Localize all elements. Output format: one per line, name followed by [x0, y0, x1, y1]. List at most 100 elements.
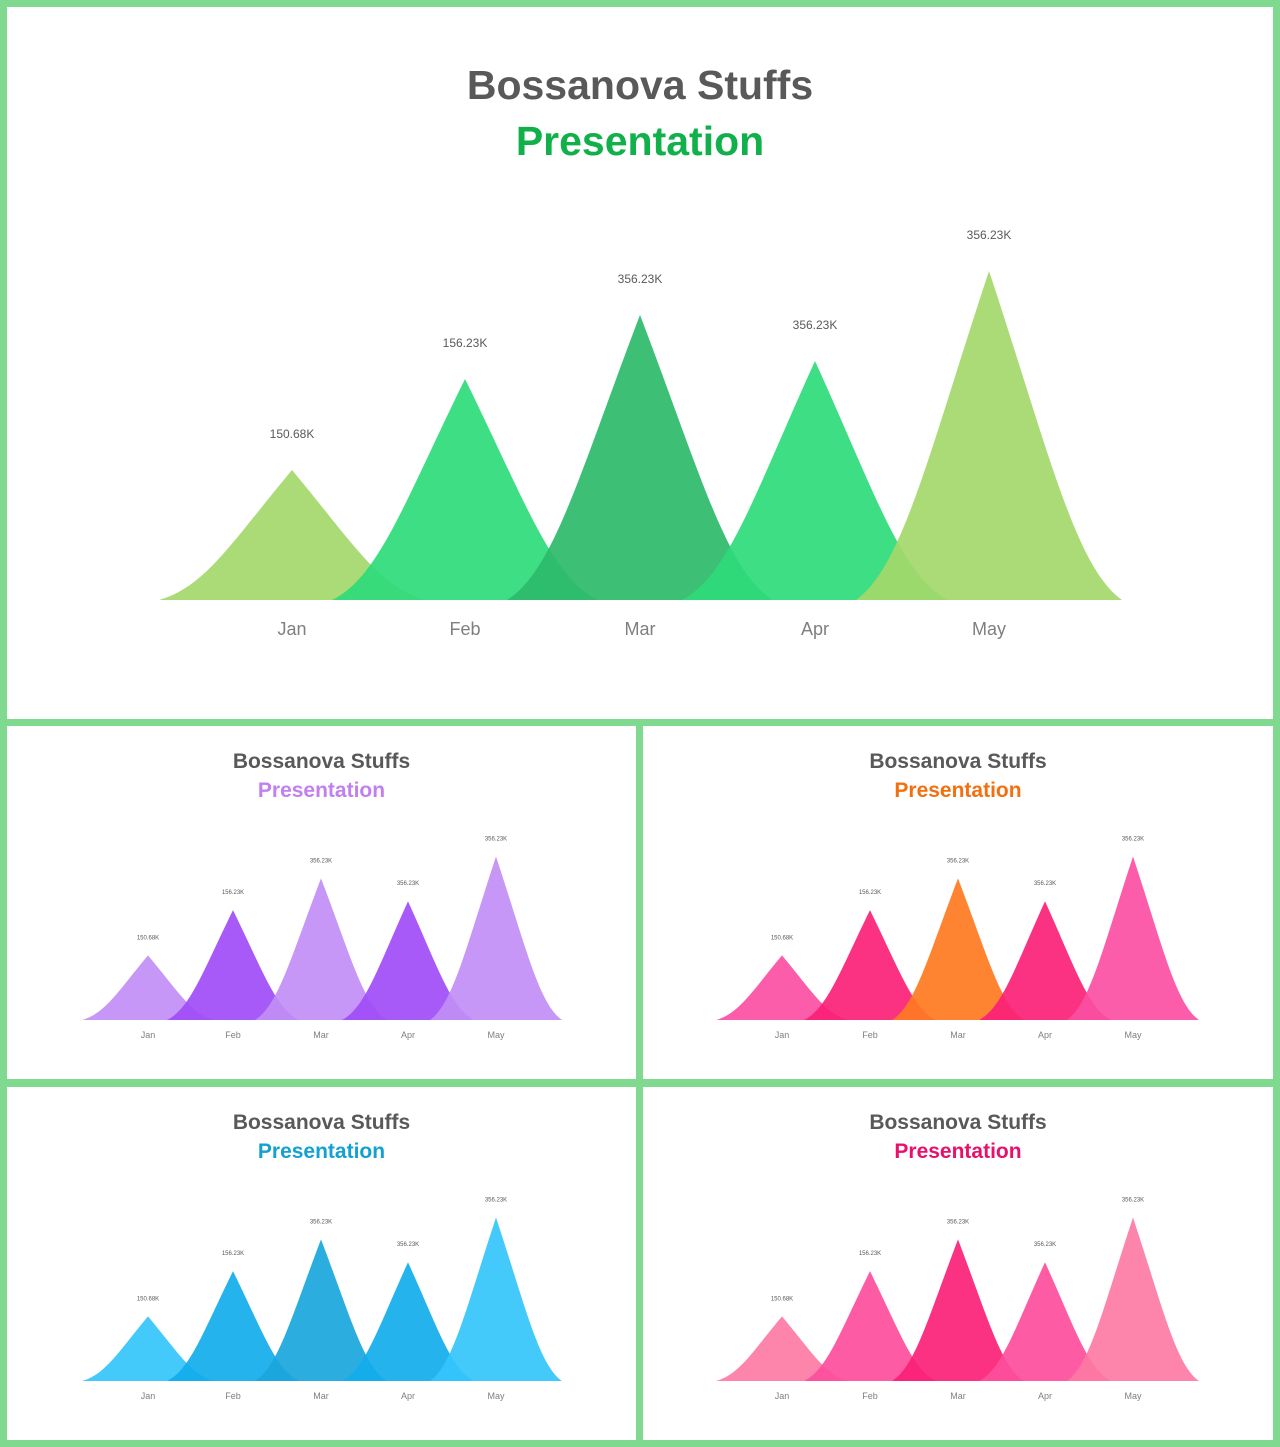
peaks-group	[716, 856, 1199, 1020]
chart-title: Bossanova Stuffs	[233, 1111, 410, 1134]
tick-label-may: May	[1124, 1030, 1142, 1040]
tick-label-apr: Apr	[801, 619, 829, 639]
main-chart-svg: Bossanova Stuffs Presentation 150.68K Jan 15…	[159, 62, 1122, 639]
blue-chart-svg: Bossanova Stuffs Presentation 150.68K Jan 15…	[82, 1111, 562, 1401]
tick-label-mar: Mar	[313, 1391, 329, 1401]
chart-subtitle: Presentation	[894, 779, 1021, 802]
peak-jan	[82, 955, 214, 1020]
tick-label-apr: Apr	[401, 1030, 415, 1040]
purple-chart-svg: Bossanova Stuffs Presentation 150.68K Jan 15…	[82, 750, 562, 1040]
peak-feb	[167, 1271, 299, 1381]
peak-may	[1067, 856, 1199, 1020]
tick-label-feb: Feb	[225, 1391, 241, 1401]
peak-feb	[804, 910, 936, 1020]
peak-feb	[804, 1271, 936, 1381]
peak-mar	[892, 878, 1024, 1020]
tick-label-feb: Feb	[225, 1030, 241, 1040]
tick-label-feb: Feb	[449, 619, 480, 639]
data-label-mar: 356.23K	[947, 858, 969, 864]
data-label-jan: 150.68K	[771, 935, 793, 941]
peak-apr	[342, 1262, 474, 1381]
pink-chart-panel: Bossanova Stuffs Presentation 150.68K Jan 15…	[643, 1087, 1273, 1440]
data-label-apr: 356.23K	[1034, 1242, 1056, 1248]
orange-chart-panel: Bossanova Stuffs Presentation 150.68K Jan 15…	[643, 726, 1273, 1079]
tick-label-may: May	[487, 1391, 505, 1401]
peak-may	[430, 1217, 562, 1381]
data-label-apr: 356.23K	[1034, 881, 1056, 887]
tick-label-may: May	[487, 1030, 505, 1040]
tick-label-may: May	[1124, 1391, 1142, 1401]
chart-title: Bossanova Stuffs	[233, 750, 410, 773]
peak-may	[1067, 1217, 1199, 1381]
tick-label-jan: Jan	[141, 1030, 156, 1040]
data-label-may: 356.23K	[485, 836, 507, 842]
data-label-may: 356.23K	[967, 228, 1012, 242]
tick-label-feb: Feb	[862, 1391, 878, 1401]
peak-feb	[167, 910, 299, 1020]
blue-chart-panel: Bossanova Stuffs Presentation 150.68K Jan 15…	[7, 1087, 636, 1440]
peak-jan	[716, 955, 848, 1020]
chart-subtitle: Presentation	[516, 118, 764, 164]
peak-apr	[682, 361, 948, 600]
peak-may	[430, 856, 562, 1020]
chart-title: Bossanova Stuffs	[869, 750, 1046, 773]
peaks-group	[82, 1217, 562, 1381]
peak-may	[856, 271, 1122, 600]
data-label-apr: 356.23K	[397, 1242, 419, 1248]
data-label-feb: 156.23K	[443, 336, 488, 350]
peaks-group	[82, 856, 562, 1020]
chart-title: Bossanova Stuffs	[467, 62, 813, 108]
data-label-feb: 156.23K	[222, 1251, 244, 1257]
data-label-jan: 150.68K	[137, 935, 159, 941]
peak-apr	[979, 901, 1111, 1020]
tick-label-mar: Mar	[950, 1030, 966, 1040]
peak-apr	[979, 1262, 1111, 1381]
purple-chart-panel: Bossanova Stuffs Presentation 150.68K Jan 15…	[7, 726, 636, 1079]
tick-label-jan: Jan	[775, 1391, 790, 1401]
main-chart-panel: Bossanova Stuffs Presentation 150.68K Jan 15…	[7, 7, 1273, 719]
peaks-group	[159, 271, 1122, 600]
tick-label-mar: Mar	[950, 1391, 966, 1401]
peak-mar	[255, 1239, 387, 1381]
tick-label-jan: Jan	[775, 1030, 790, 1040]
peak-feb	[332, 379, 598, 600]
data-label-may: 356.23K	[1122, 836, 1144, 842]
tick-label-jan: Jan	[141, 1391, 156, 1401]
peak-mar	[892, 1239, 1024, 1381]
peak-jan	[716, 1316, 848, 1381]
peak-jan	[159, 470, 425, 600]
data-label-feb: 156.23K	[222, 890, 244, 896]
peak-jan	[82, 1316, 214, 1381]
orange-chart-svg: Bossanova Stuffs Presentation 150.68K Jan 15…	[716, 750, 1199, 1040]
data-label-jan: 150.68K	[270, 427, 315, 441]
tick-label-mar: Mar	[313, 1030, 329, 1040]
tick-label-jan: Jan	[277, 619, 306, 639]
data-label-may: 356.23K	[485, 1197, 507, 1203]
chart-subtitle: Presentation	[258, 779, 385, 802]
data-label-mar: 356.23K	[947, 1219, 969, 1225]
tick-label-apr: Apr	[1038, 1030, 1052, 1040]
data-label-feb: 156.23K	[859, 1251, 881, 1257]
tick-label-apr: Apr	[401, 1391, 415, 1401]
data-label-mar: 356.23K	[310, 1219, 332, 1225]
data-label-apr: 356.23K	[397, 881, 419, 887]
chart-subtitle: Presentation	[258, 1140, 385, 1163]
peak-mar	[255, 878, 387, 1020]
data-label-apr: 356.23K	[793, 318, 838, 332]
chart-title: Bossanova Stuffs	[869, 1111, 1046, 1134]
data-label-may: 356.23K	[1122, 1197, 1144, 1203]
data-label-jan: 150.68K	[137, 1296, 159, 1302]
data-label-jan: 150.68K	[771, 1296, 793, 1302]
chart-subtitle: Presentation	[894, 1140, 1021, 1163]
pink-chart-svg: Bossanova Stuffs Presentation 150.68K Jan 15…	[716, 1111, 1199, 1401]
tick-label-feb: Feb	[862, 1030, 878, 1040]
peak-mar	[507, 315, 773, 600]
data-label-mar: 356.23K	[310, 858, 332, 864]
peak-apr	[342, 901, 474, 1020]
tick-label-may: May	[972, 619, 1006, 639]
tick-label-mar: Mar	[625, 619, 656, 639]
data-label-feb: 156.23K	[859, 890, 881, 896]
peaks-group	[716, 1217, 1199, 1381]
data-label-mar: 356.23K	[618, 272, 663, 286]
tick-label-apr: Apr	[1038, 1391, 1052, 1401]
